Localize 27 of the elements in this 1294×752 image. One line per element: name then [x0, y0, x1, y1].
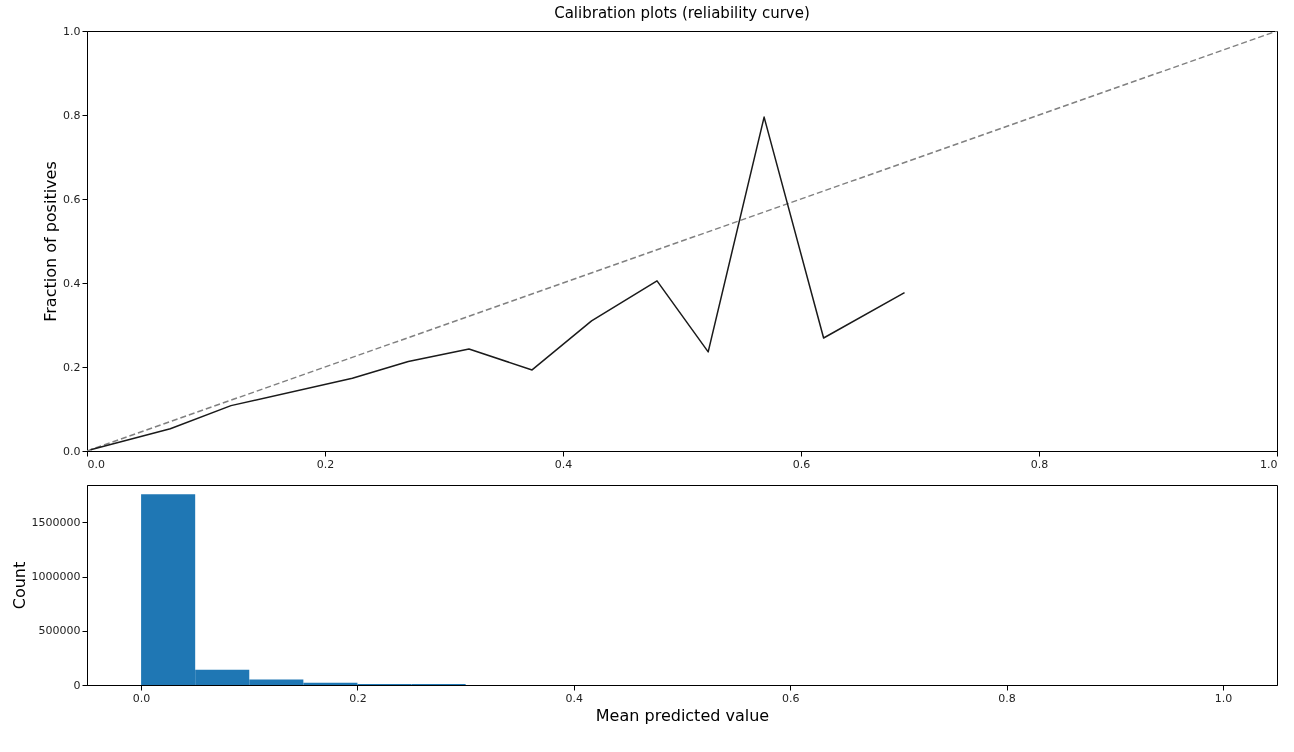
- y-axis-title: Fraction of positives: [41, 161, 61, 322]
- x-axis-title: Mean predicted value: [595, 705, 770, 725]
- y-tick-label: 0.4: [63, 276, 81, 290]
- y-tick-label: 1500000: [31, 515, 81, 529]
- y-axis-title: Count: [9, 561, 29, 610]
- y-tick-label: 0.8: [63, 108, 81, 122]
- x-tick-label: 0.8: [1030, 457, 1049, 471]
- x-tick-label: 0.4: [554, 457, 573, 471]
- x-tick-label: 0.4: [565, 691, 584, 705]
- y-tick-label: 0.2: [63, 360, 81, 374]
- y-tick-label: 0: [73, 678, 81, 692]
- x-tick-label: 0.0: [132, 691, 151, 705]
- y-tick-label: 500000: [38, 624, 81, 638]
- y-tick-label: 0.6: [63, 192, 81, 206]
- x-tick-label: 1.0: [1214, 691, 1233, 705]
- y-tick-label: 0.0: [63, 444, 81, 458]
- y-tick-label: 1000000: [31, 570, 81, 584]
- x-tick-label: 0.6: [792, 457, 811, 471]
- x-tick-label: 0.2: [316, 457, 335, 471]
- x-tick-label: 0.2: [349, 691, 367, 705]
- x-tick-label: 0.8: [998, 691, 1016, 705]
- x-tick-label: 1.0: [1260, 457, 1278, 471]
- y-tick-label: 1.0: [63, 24, 81, 38]
- x-tick-label: 0.6: [781, 691, 800, 705]
- line-series: [89, 116, 906, 451]
- chart-title: Calibration plots (reliability curve): [554, 4, 810, 22]
- x-tick-label: 0.0: [87, 457, 105, 471]
